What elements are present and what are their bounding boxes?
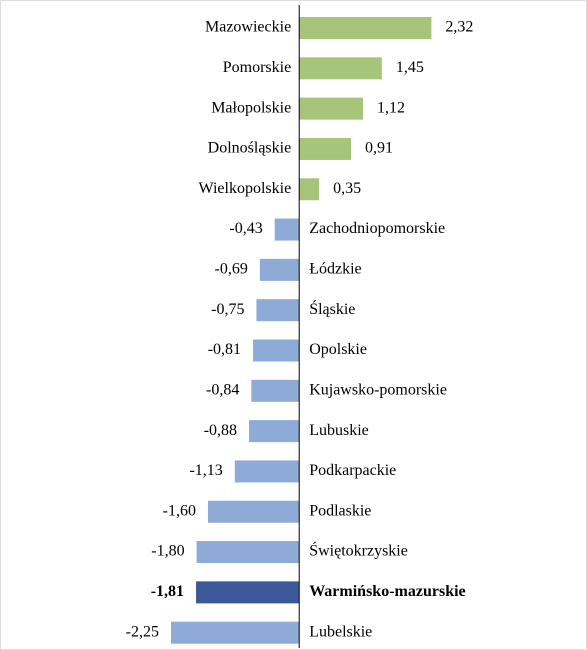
category-label: Mazowieckie bbox=[205, 19, 291, 36]
value-label: 1,12 bbox=[377, 99, 405, 116]
bar bbox=[299, 17, 432, 39]
bar bbox=[234, 460, 300, 483]
category-label: Warmińsko-mazurskie bbox=[309, 583, 465, 600]
value-label: 0,91 bbox=[365, 140, 393, 157]
category-label: Podlaskie bbox=[309, 502, 371, 519]
value-label: 2,32 bbox=[445, 19, 473, 36]
value-label: -0,69 bbox=[215, 261, 248, 278]
value-label: -0,75 bbox=[211, 301, 244, 318]
value-label: -1,60 bbox=[163, 502, 196, 519]
category-label: Podkarpackie bbox=[309, 462, 396, 479]
bar bbox=[208, 500, 300, 523]
bar bbox=[259, 258, 300, 281]
value-label: -1,81 bbox=[151, 583, 184, 600]
value-label: 1,45 bbox=[396, 59, 424, 76]
value-label: -1,13 bbox=[189, 462, 222, 479]
category-label: Śląskie bbox=[309, 299, 355, 318]
bar bbox=[251, 379, 300, 402]
bar bbox=[170, 621, 300, 644]
value-label: -2,25 bbox=[126, 623, 159, 640]
bar bbox=[249, 420, 300, 443]
category-label: Małopolskie bbox=[211, 99, 291, 116]
bar bbox=[256, 299, 300, 322]
bar bbox=[274, 218, 300, 241]
value-label: 0,35 bbox=[333, 180, 361, 197]
bar bbox=[299, 57, 382, 80]
value-label: -1,80 bbox=[151, 543, 184, 560]
category-label: Opolskie bbox=[309, 341, 367, 358]
value-label: -0,88 bbox=[204, 422, 237, 439]
category-label: Pomorskie bbox=[223, 59, 291, 76]
category-label: Lubuskie bbox=[309, 422, 369, 439]
bar bbox=[299, 97, 364, 120]
bar bbox=[253, 339, 300, 362]
category-label: Dolnośląskie bbox=[208, 140, 292, 157]
bar bbox=[196, 581, 300, 604]
category-label: Wielkopolskie bbox=[199, 180, 292, 197]
bar bbox=[299, 178, 320, 201]
category-label: Łódzkie bbox=[309, 261, 361, 278]
bar bbox=[196, 541, 300, 564]
category-label: Lubelskie bbox=[309, 623, 372, 640]
category-label: Kujawsko-pomorskie bbox=[309, 381, 447, 398]
value-label: -0,81 bbox=[208, 341, 241, 358]
category-label: Świętokrzyskie bbox=[309, 541, 408, 560]
bar bbox=[299, 137, 352, 160]
value-label: -0,43 bbox=[229, 220, 262, 237]
value-label: -0,84 bbox=[206, 381, 239, 398]
category-label: Zachodniopomorskie bbox=[309, 220, 445, 237]
